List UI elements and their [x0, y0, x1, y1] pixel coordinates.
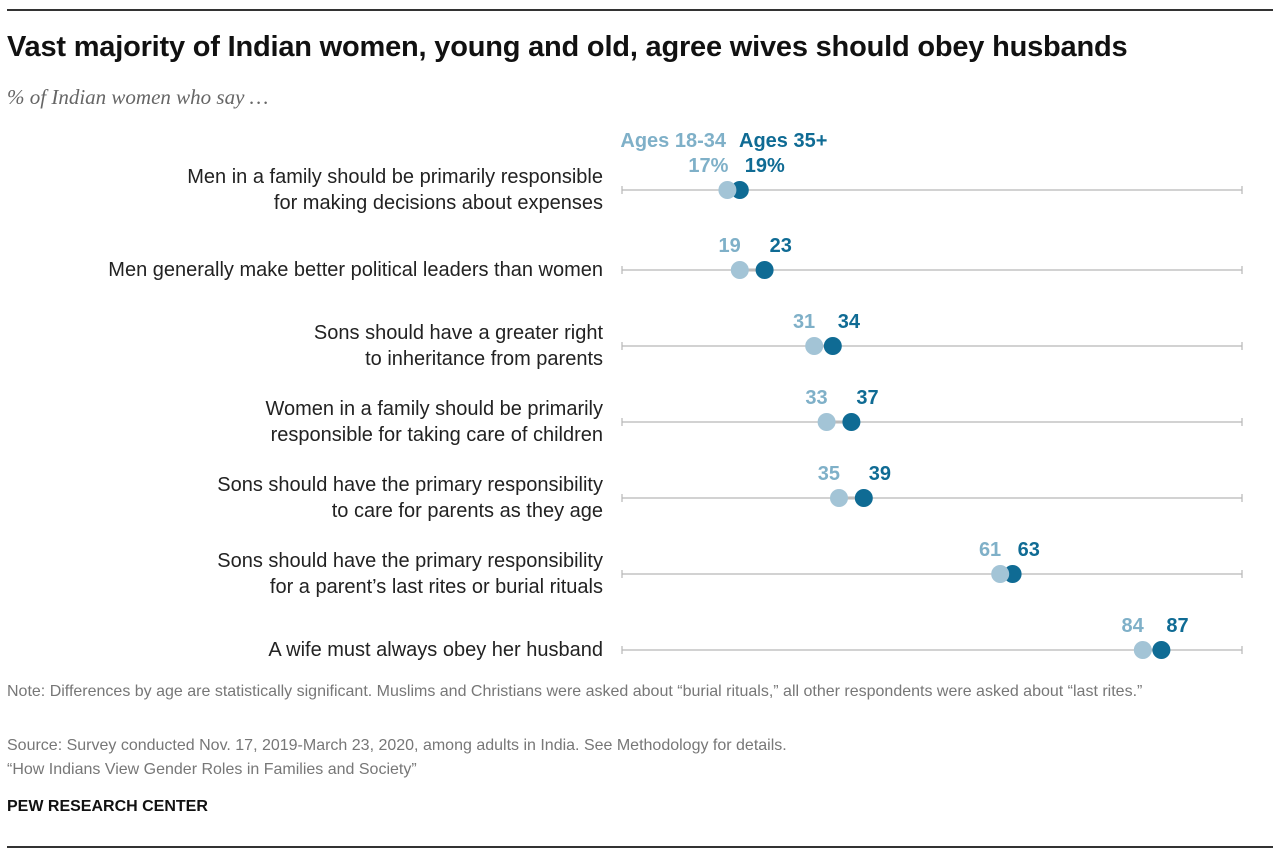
category-label: for making decisions about expenses	[274, 192, 603, 214]
dot-ages-18-34	[718, 181, 737, 199]
dot-ages-18-34	[991, 565, 1010, 583]
dot-ages-35-plus	[1152, 641, 1171, 659]
category-label: A wife must always obey her husband	[268, 639, 603, 661]
value-label-ages-18-34: 84	[1122, 615, 1145, 637]
bottom-rule	[7, 846, 1273, 848]
value-label-ages-18-34: 17%	[688, 155, 728, 177]
value-label-ages-18-34: 19	[719, 235, 741, 257]
dot-ages-35-plus	[1003, 565, 1022, 583]
note-text: Note: Differences by age are statistical…	[7, 683, 1143, 700]
dot-ages-18-34	[805, 337, 824, 355]
legend-young: Ages 18-34	[620, 130, 726, 152]
value-label-ages-35-plus: 39	[869, 463, 891, 485]
source-text: Source: Survey conducted Nov. 17, 2019-M…	[7, 737, 787, 754]
value-label-ages-18-34: 35	[818, 463, 840, 485]
value-label-ages-18-34: 31	[793, 311, 815, 333]
top-rule	[7, 9, 1273, 11]
value-label-ages-35-plus: 37	[856, 387, 878, 409]
value-label-ages-35-plus: 63	[1018, 539, 1040, 561]
dot-ages-35-plus	[730, 181, 749, 199]
dot-ages-18-34	[1133, 641, 1152, 659]
category-label: to inheritance from parents	[365, 348, 603, 370]
value-label-ages-35-plus: 19%	[745, 155, 785, 177]
value-label-ages-18-34: 61	[979, 539, 1001, 561]
chart-rows: Men in a family should be primarily resp…	[108, 155, 1243, 661]
dot-ages-18-34	[730, 261, 749, 279]
category-label: to care for parents as they age	[332, 500, 603, 522]
category-label: Men generally make better political lead…	[108, 259, 603, 281]
dot-ages-35-plus	[755, 261, 774, 279]
chart-title: Vast majority of Indian women, young and…	[7, 31, 1128, 63]
category-label: Men in a family should be primarily resp…	[187, 166, 603, 188]
dot-chart: Ages 18-34 Ages 35+ Men in a family shou…	[108, 130, 1243, 661]
dot-ages-35-plus	[823, 337, 842, 355]
category-label: Sons should have a greater right	[314, 322, 604, 344]
category-label: for a parent’s last rites or burial ritu…	[270, 576, 603, 598]
chart-subtitle: % of Indian women who say …	[7, 85, 269, 109]
dot-ages-35-plus	[842, 413, 861, 431]
value-label-ages-35-plus: 23	[770, 235, 792, 257]
dot-ages-18-34	[817, 413, 836, 431]
category-label: Sons should have the primary responsibil…	[217, 474, 603, 496]
value-label-ages-35-plus: 87	[1166, 615, 1188, 637]
dot-ages-35-plus	[854, 489, 873, 507]
dot-ages-18-34	[830, 489, 848, 507]
category-label: Women in a family should be primarily	[265, 398, 603, 420]
pew-credit: PEW RESEARCH CENTER	[7, 798, 208, 815]
category-label: responsible for taking care of children	[271, 424, 603, 446]
value-label-ages-35-plus: 34	[838, 311, 861, 333]
category-label: Sons should have the primary responsibil…	[217, 550, 603, 572]
legend-old: Ages 35+	[739, 130, 827, 152]
value-label-ages-18-34: 33	[805, 387, 827, 409]
report-title: “How Indians View Gender Roles in Famili…	[7, 761, 417, 778]
